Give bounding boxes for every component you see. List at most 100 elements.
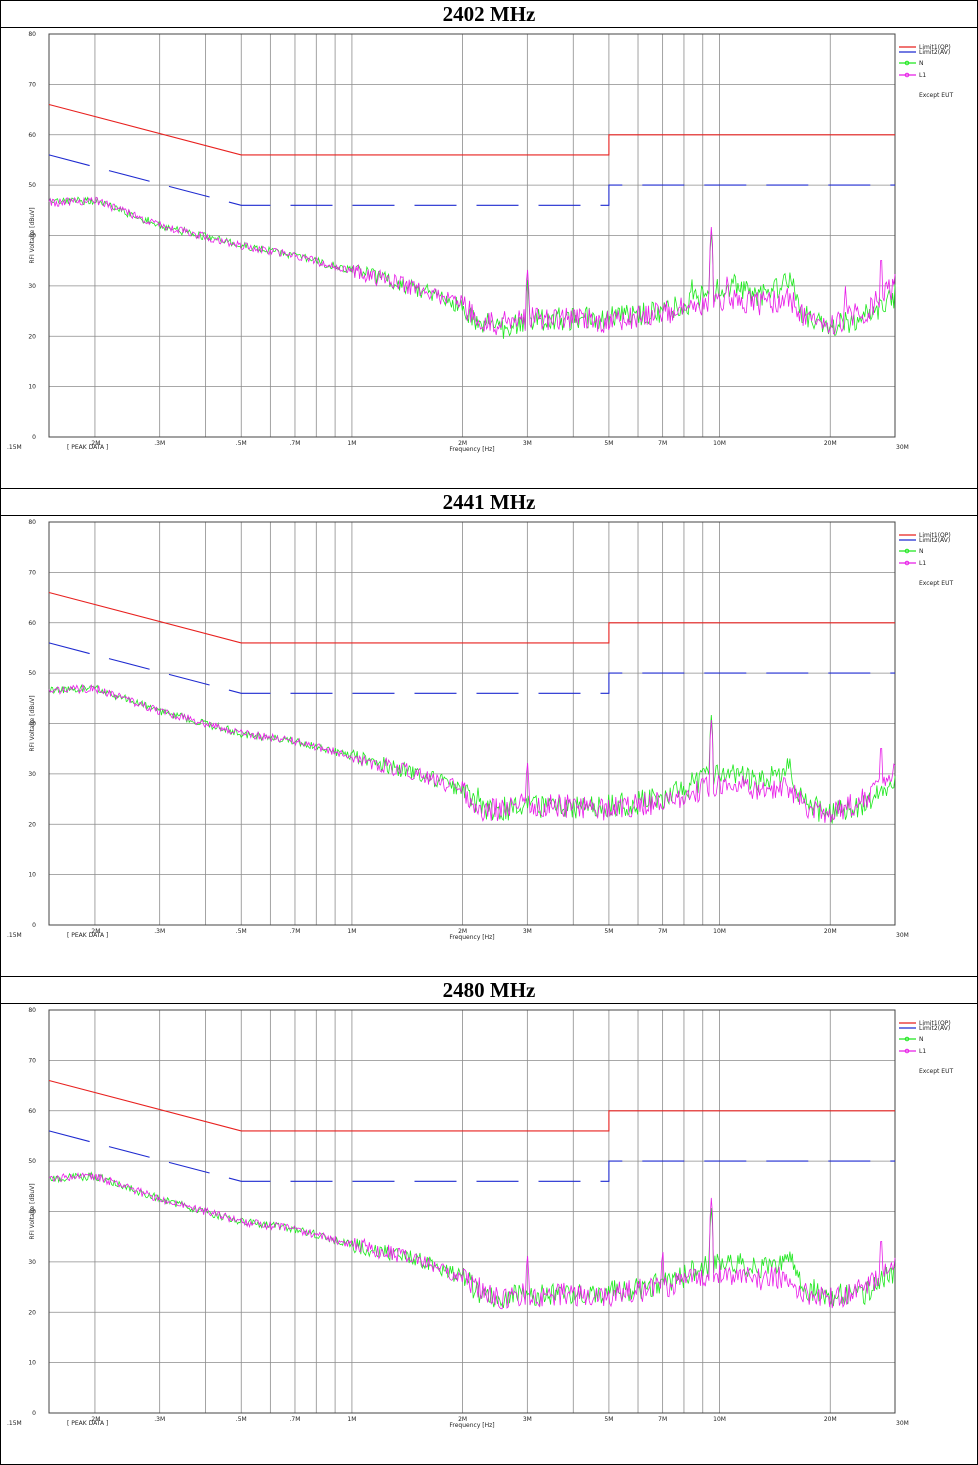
series-line <box>48 684 896 824</box>
series-limit1-qp- <box>48 103 895 156</box>
series-line <box>48 642 895 694</box>
x-tick-label: 7M <box>658 928 667 935</box>
x-tick-label: 10M <box>713 928 726 935</box>
series-limit1-qp- <box>48 1079 895 1132</box>
y-tick-label: 40 <box>28 721 36 728</box>
x-tick-label: .7M <box>290 440 301 447</box>
plot-cell-2402: 0 10 20 30 40 50 60 70 80 .15M .2M .3M .5M .7M 1M 2M 3M 5… <box>0 27 978 489</box>
y-tick-label: 60 <box>28 1108 36 1115</box>
series-line <box>48 1172 896 1310</box>
y-tick-label: 20 <box>28 1309 36 1316</box>
series-line <box>48 196 896 339</box>
plot-frame <box>48 33 896 438</box>
emi-chart-2402: 0 10 20 30 40 50 60 70 80 .15M .2M .3M .5M .7M 1M 2M 3M 5… <box>7 31 953 453</box>
section-title-2441: 2441 MHz <box>0 488 978 516</box>
x-tick-label: .3M <box>154 440 165 447</box>
series-limit1-qp- <box>48 591 895 644</box>
y-tick-label: 50 <box>28 1158 36 1165</box>
x-tick-label: 2M <box>458 928 467 935</box>
plot-frame <box>48 521 896 926</box>
peak-data-label: [ PEAK DATA ] <box>67 444 108 451</box>
legend-label: L1 <box>919 1048 926 1055</box>
y-axis-label: RFI Voltage [dBuV] <box>29 695 36 751</box>
legend-label: Limit1(QP) <box>919 1020 951 1027</box>
y-tick-label: 80 <box>28 519 36 526</box>
y-tick-label: 30 <box>28 771 36 778</box>
x-tick-label: .7M <box>290 928 301 935</box>
y-tick-label: 40 <box>28 233 36 240</box>
series-l1 <box>48 196 896 336</box>
y-tick-label: 80 <box>28 1007 36 1014</box>
series-n <box>48 196 896 339</box>
legend-marker <box>904 60 910 66</box>
y-tick-label: 0 <box>32 434 36 441</box>
x-tick-label: 3M <box>523 1416 532 1423</box>
y-tick-label: 80 <box>28 31 36 38</box>
x-tick-label: 30M <box>896 1420 909 1427</box>
x-axis-label: Frequency [Hz] <box>449 934 494 941</box>
plot-cell-2480: 0 10 20 30 40 50 60 70 80 .15M .2M .3M .5M .7M 1M 2M 3M 5… <box>0 1003 978 1465</box>
x-tick-label: .2M <box>89 928 100 935</box>
plot-frame <box>48 1009 896 1414</box>
y-tick-label: 0 <box>32 1410 36 1417</box>
legend-note: Except EUT <box>919 580 953 587</box>
legend-marker <box>904 72 910 78</box>
plot-cell-2441: 0 10 20 30 40 50 60 70 80 .15M .2M .3M .5M .7M 1M 2M 3M 5… <box>0 515 978 977</box>
x-tick-label: .15M <box>7 1420 22 1427</box>
x-tick-label: 7M <box>658 440 667 447</box>
x-tick-label: .2M <box>89 440 100 447</box>
y-tick-label: 60 <box>28 132 36 139</box>
y-tick-label: 10 <box>28 872 36 879</box>
x-axis-label: Frequency [Hz] <box>449 1422 494 1429</box>
x-tick-label: .3M <box>154 928 165 935</box>
y-tick-label: 30 <box>28 1259 36 1266</box>
x-tick-label: 20M <box>824 928 837 935</box>
series-l1 <box>48 1172 896 1310</box>
x-axis-label: Frequency [Hz] <box>449 446 494 453</box>
y-tick-label: 30 <box>28 283 36 290</box>
series-limit2-av- <box>48 154 895 206</box>
peak-data-label: [ PEAK DATA ] <box>67 1420 108 1427</box>
x-tick-label: 1M <box>347 1416 356 1423</box>
series-line <box>48 683 896 823</box>
y-tick-label: 70 <box>28 569 36 576</box>
x-tick-label: .2M <box>89 1416 100 1423</box>
x-tick-label: .5M <box>236 440 247 447</box>
y-tick-label: 50 <box>28 670 36 677</box>
series-n <box>48 684 896 824</box>
x-tick-label: 5M <box>604 928 613 935</box>
series-limit2-av- <box>48 1130 895 1182</box>
y-axis-label: RFI Voltage [dBuV] <box>29 1183 36 1239</box>
y-tick-label: 20 <box>28 821 36 828</box>
legend-label: Limit2(AV) <box>919 49 950 56</box>
series-line <box>48 196 896 336</box>
legend-label: N <box>919 1036 924 1043</box>
x-tick-label: .7M <box>290 1416 301 1423</box>
y-axis-label: RFI Voltage [dBuV] <box>29 207 36 263</box>
x-tick-label: 20M <box>824 1416 837 1423</box>
x-tick-label: 1M <box>347 440 356 447</box>
emi-chart-2441: 0 10 20 30 40 50 60 70 80 .15M .2M .3M .5M .7M 1M 2M 3M 5… <box>7 519 953 941</box>
x-tick-label: 30M <box>896 444 909 451</box>
emi-chart-2480: 0 10 20 30 40 50 60 70 80 .15M .2M .3M .5M .7M 1M 2M 3M 5… <box>7 1007 953 1429</box>
legend-label: Limit1(QP) <box>919 532 951 539</box>
legend-note: Except EUT <box>919 1068 953 1075</box>
x-tick-label: 3M <box>523 928 532 935</box>
legend-marker <box>904 560 910 566</box>
y-tick-label: 40 <box>28 1209 36 1216</box>
series-line <box>48 591 895 644</box>
series-line <box>48 1079 895 1132</box>
peak-data-label: [ PEAK DATA ] <box>67 932 108 939</box>
section-title-2402: 2402 MHz <box>0 0 978 28</box>
y-tick-label: 70 <box>28 81 36 88</box>
y-tick-label: 10 <box>28 384 36 391</box>
legend-label: N <box>919 60 924 67</box>
x-tick-label: .5M <box>236 1416 247 1423</box>
y-tick-label: 70 <box>28 1057 36 1064</box>
x-tick-label: 30M <box>896 932 909 939</box>
series-line <box>48 103 895 156</box>
series-l1 <box>48 683 896 823</box>
legend-label: N <box>919 548 924 555</box>
series-line <box>48 154 895 206</box>
x-tick-label: 2M <box>458 440 467 447</box>
